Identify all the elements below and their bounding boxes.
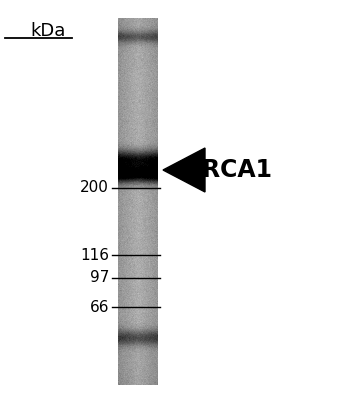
Text: 97: 97 — [90, 270, 109, 286]
Text: BRCA1: BRCA1 — [185, 158, 273, 182]
Text: 66: 66 — [89, 300, 109, 314]
Text: 200: 200 — [80, 180, 109, 196]
Polygon shape — [163, 148, 205, 192]
Text: 116: 116 — [80, 248, 109, 262]
Text: kDa: kDa — [30, 22, 65, 40]
